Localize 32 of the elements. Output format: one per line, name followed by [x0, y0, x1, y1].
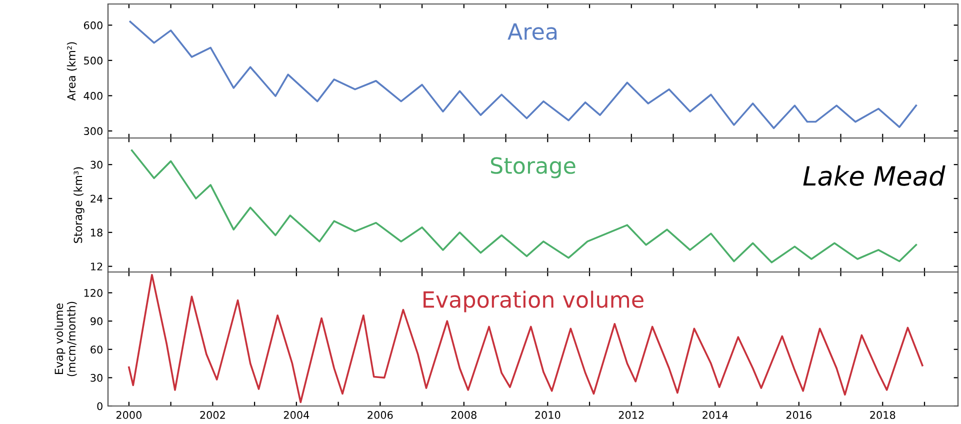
y-tick-label: 400: [84, 92, 102, 100]
x-tick-label: 2002: [200, 411, 225, 419]
series-label: Evaporation volume: [424, 290, 644, 312]
y-tick-label: 60: [90, 346, 102, 354]
x-tick-label: 2014: [702, 411, 728, 419]
x-tick-label: 2018: [870, 411, 896, 419]
y-tick-label: 300: [84, 127, 102, 136]
y-axis-title: Storage (km³): [74, 167, 84, 243]
x-tick-label: 2012: [618, 411, 644, 419]
x-tick-label: 2006: [368, 411, 393, 419]
line-series: [129, 20, 918, 130]
x-tick-label: 2016: [786, 411, 812, 419]
x-tick-label: 2004: [284, 411, 310, 419]
annotation: Lake Mead: [803, 165, 946, 186]
text: Area: [508, 23, 557, 40]
y-axis-title: Area (km²): [66, 42, 77, 101]
x-tick-label: 2008: [451, 411, 476, 419]
y-tick-label: 90: [90, 317, 102, 326]
x-tick-label: 2000: [116, 411, 142, 419]
y-tick-label: 12: [91, 262, 102, 270]
y-tick-label: 0: [97, 402, 102, 410]
line-series: [128, 274, 924, 404]
y-tick-label: 24: [90, 194, 103, 202]
y-tick-label: 30: [90, 374, 102, 382]
y-tick-label: 120: [84, 288, 102, 297]
text: Storage: [490, 157, 576, 178]
y-tick-label: 600: [84, 21, 102, 30]
y-tick-label: 500: [84, 56, 102, 65]
x-tick-label: 2010: [535, 411, 560, 419]
y-tick-label: 30: [90, 160, 102, 169]
y-tick-label: 18: [91, 228, 102, 237]
y-axis-title: Evap volume (mcm/month): [54, 302, 77, 376]
